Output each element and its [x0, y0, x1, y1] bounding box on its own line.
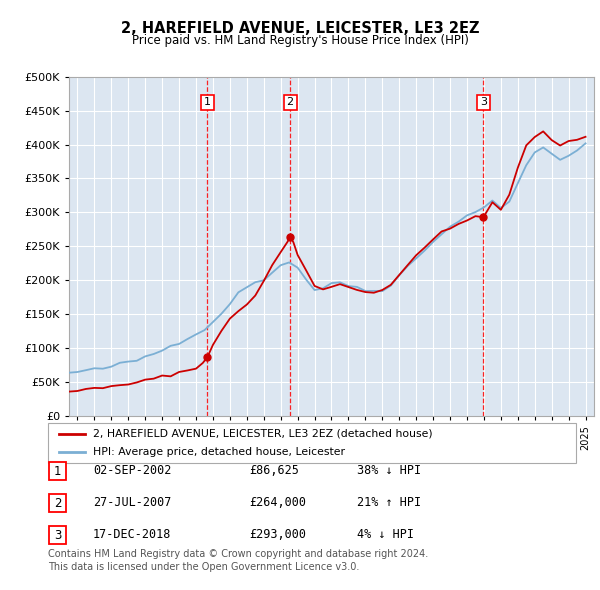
- Text: £86,625: £86,625: [249, 464, 299, 477]
- Text: 2: 2: [54, 497, 61, 510]
- Text: 2, HAREFIELD AVENUE, LEICESTER, LE3 2EZ (detached house): 2, HAREFIELD AVENUE, LEICESTER, LE3 2EZ …: [93, 429, 433, 439]
- Text: £264,000: £264,000: [249, 496, 306, 509]
- Text: 02-SEP-2002: 02-SEP-2002: [93, 464, 172, 477]
- Text: 2: 2: [287, 97, 294, 107]
- Text: 2, HAREFIELD AVENUE, LEICESTER, LE3 2EZ: 2, HAREFIELD AVENUE, LEICESTER, LE3 2EZ: [121, 21, 479, 35]
- Text: 17-DEC-2018: 17-DEC-2018: [93, 528, 172, 541]
- Text: 3: 3: [54, 529, 61, 542]
- Text: Price paid vs. HM Land Registry's House Price Index (HPI): Price paid vs. HM Land Registry's House …: [131, 34, 469, 47]
- Text: 1: 1: [54, 465, 61, 478]
- Text: HPI: Average price, detached house, Leicester: HPI: Average price, detached house, Leic…: [93, 447, 345, 457]
- Text: 3: 3: [480, 97, 487, 107]
- Text: £293,000: £293,000: [249, 528, 306, 541]
- Text: 27-JUL-2007: 27-JUL-2007: [93, 496, 172, 509]
- Text: 4% ↓ HPI: 4% ↓ HPI: [357, 528, 414, 541]
- Text: 1: 1: [204, 97, 211, 107]
- Text: 38% ↓ HPI: 38% ↓ HPI: [357, 464, 421, 477]
- Text: 21% ↑ HPI: 21% ↑ HPI: [357, 496, 421, 509]
- Text: Contains HM Land Registry data © Crown copyright and database right 2024.
This d: Contains HM Land Registry data © Crown c…: [48, 549, 428, 572]
